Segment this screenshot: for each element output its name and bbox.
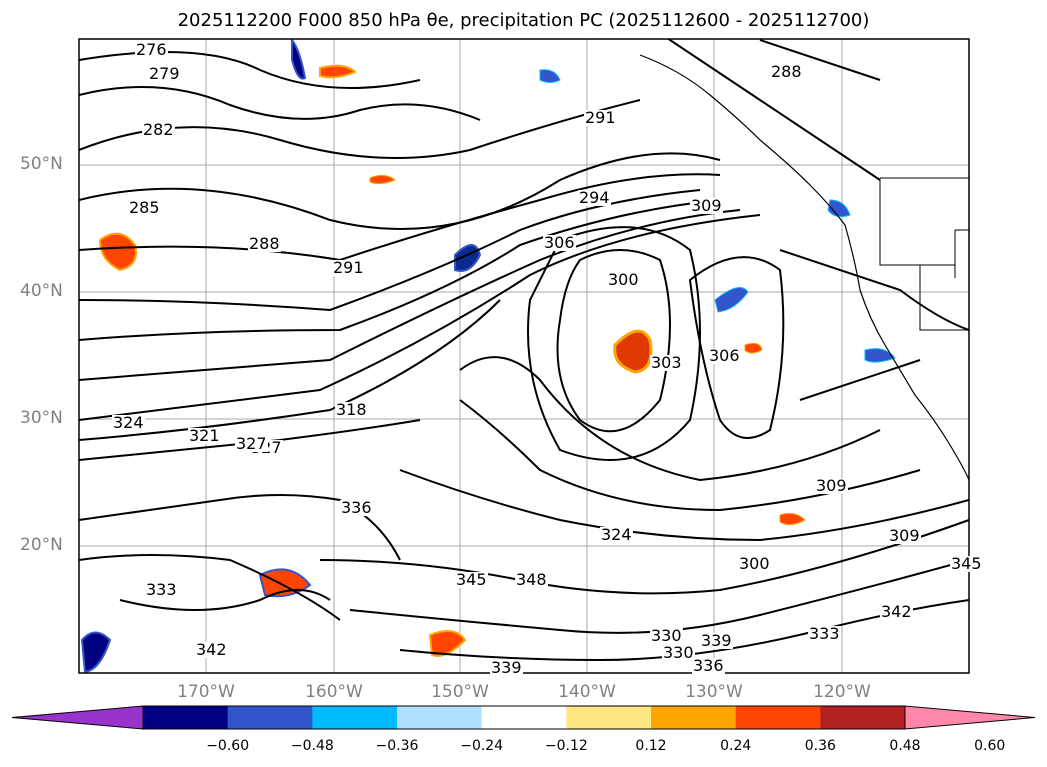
lat-label-40n: 40°N bbox=[20, 281, 63, 301]
contour-label: 300 bbox=[607, 270, 640, 289]
colorbar-segment bbox=[566, 706, 652, 729]
lon-label-160w: 160°W bbox=[305, 682, 363, 702]
graticule bbox=[79, 39, 969, 673]
state-borders bbox=[879, 177, 969, 331]
map-frame bbox=[78, 38, 970, 674]
contour-label: 327 bbox=[235, 434, 268, 453]
contour-label: 276 bbox=[135, 40, 168, 59]
colorbar-tick-label: −0.48 bbox=[290, 738, 334, 754]
contour-label: 345 bbox=[455, 570, 488, 589]
pc-blob bbox=[714, 287, 749, 313]
lon-label-130w: 130°W bbox=[685, 682, 743, 702]
lat-label-30n: 30°N bbox=[20, 408, 63, 428]
contour-label: 336 bbox=[340, 498, 373, 517]
lon-label-150w: 150°W bbox=[431, 682, 489, 702]
colorbar-tick-label: 0.36 bbox=[804, 738, 836, 754]
contour-label: 333 bbox=[145, 580, 178, 599]
lat-label-20n: 20°N bbox=[20, 535, 63, 555]
contour-label: 279 bbox=[148, 64, 181, 83]
colorbar-segment bbox=[735, 706, 821, 729]
contour-label: 321 bbox=[188, 426, 221, 445]
colorbar-tick-label: 0.48 bbox=[889, 738, 921, 754]
contour-label: 303 bbox=[650, 353, 683, 372]
contour-label: 324 bbox=[112, 413, 145, 432]
contour-label: 309 bbox=[888, 526, 921, 545]
pc-blob bbox=[291, 39, 307, 80]
colorbar-segment bbox=[651, 706, 737, 729]
contour-label: 342 bbox=[195, 640, 228, 659]
pc-blob bbox=[428, 630, 467, 657]
contour-label: 339 bbox=[490, 658, 523, 677]
contour-label: 348 bbox=[515, 570, 548, 589]
contour-label: 330 bbox=[650, 626, 683, 645]
contour-label: 285 bbox=[128, 198, 161, 217]
lon-label-140w: 140°W bbox=[558, 682, 616, 702]
pc-blob bbox=[613, 329, 653, 374]
colorbar-segment bbox=[312, 706, 398, 729]
contour-label: 318 bbox=[335, 400, 368, 419]
colorbar-tick-label: 0.24 bbox=[720, 738, 752, 754]
pc-blob bbox=[98, 232, 137, 272]
colorbar-tick-label: 0.60 bbox=[974, 738, 1006, 754]
contour-label: 339 bbox=[700, 631, 733, 650]
lon-label-170w: 170°W bbox=[177, 682, 235, 702]
contour-label: 330 bbox=[662, 643, 695, 662]
contour-label: 345 bbox=[950, 554, 983, 573]
coastline bbox=[639, 54, 969, 481]
contour-label: 336 bbox=[692, 656, 725, 675]
contour-label: 306 bbox=[708, 346, 741, 365]
contour-label: 309 bbox=[690, 196, 723, 215]
lon-label-120w: 120°W bbox=[813, 682, 871, 702]
contour-label: 300 bbox=[738, 554, 771, 573]
lat-label-50n: 50°N bbox=[20, 154, 63, 174]
colorbar-extend-low bbox=[11, 705, 144, 730]
contour-label: 291 bbox=[584, 108, 617, 127]
colorbar-tick-label: −0.24 bbox=[460, 738, 504, 754]
colorbar-tick-label: −0.60 bbox=[206, 738, 250, 754]
colorbar-tick-label: −0.12 bbox=[544, 738, 588, 754]
colorbar-tick-label: −0.36 bbox=[375, 738, 419, 754]
contour-label: 288 bbox=[248, 234, 281, 253]
colorbar-extend-high bbox=[904, 705, 1036, 730]
contour-label: 309 bbox=[815, 476, 848, 495]
contour-label: 282 bbox=[142, 120, 175, 139]
pc-blob bbox=[744, 342, 763, 354]
pc-blob bbox=[779, 512, 806, 526]
pc-blob bbox=[539, 69, 561, 83]
colorbar-segment bbox=[820, 706, 906, 729]
contour-label: 294 bbox=[578, 188, 611, 207]
colorbar-segment bbox=[481, 706, 567, 729]
contour-label: 306 bbox=[543, 233, 576, 252]
map-title: 2025112200 F000 850 hPa θe, precipitatio… bbox=[177, 10, 870, 31]
colorbar-tick-label: 0.12 bbox=[635, 738, 667, 754]
precip-anomaly-shading bbox=[80, 39, 896, 673]
contour-label: 333 bbox=[808, 624, 841, 643]
pc-blob bbox=[319, 64, 357, 79]
contour-label: 324 bbox=[600, 525, 633, 544]
pc-blob bbox=[80, 631, 112, 673]
contour-label: 288 bbox=[770, 62, 803, 81]
pc-blob bbox=[369, 174, 396, 185]
contour-label: 291 bbox=[332, 258, 365, 277]
colorbar-segment bbox=[397, 706, 483, 729]
map-content bbox=[79, 39, 969, 673]
colorbar-segment bbox=[143, 706, 229, 729]
contour-label: 342 bbox=[880, 602, 913, 621]
pc-blob bbox=[827, 199, 851, 218]
pc-blob bbox=[864, 348, 896, 363]
colorbar-segment bbox=[227, 706, 313, 729]
